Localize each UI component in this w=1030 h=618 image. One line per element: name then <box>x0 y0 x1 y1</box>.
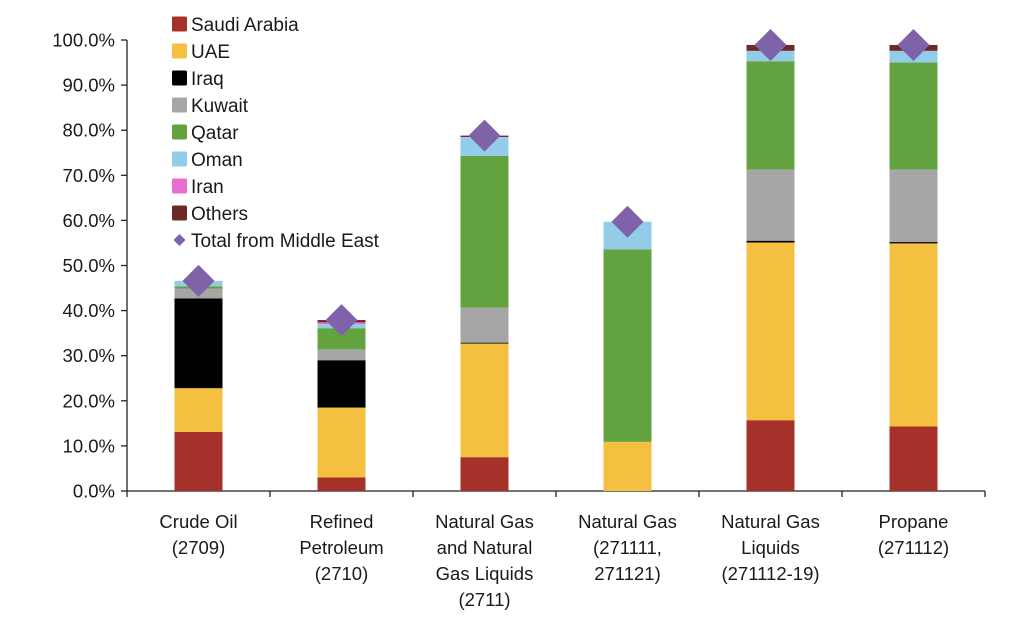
bar-segment-kuwait <box>317 349 366 361</box>
legend-swatch <box>172 124 187 140</box>
y-tick-label: 50.0% <box>63 255 115 276</box>
legend-label: Oman <box>191 150 243 171</box>
legend-swatch <box>172 151 187 167</box>
y-tick-label: 20.0% <box>63 390 115 411</box>
x-tick-label: Natural Gas <box>721 511 820 532</box>
legend-swatch <box>172 205 187 221</box>
x-tick-label: 271121) <box>594 563 661 584</box>
bar-segment-iraq <box>889 242 938 244</box>
bar-segment-saudi-arabia <box>317 477 366 491</box>
x-tick-label: (2709) <box>172 537 225 558</box>
x-tick-label: Crude Oil <box>159 511 237 532</box>
x-tick-label: Natural Gas <box>435 511 534 532</box>
y-tick-label: 80.0% <box>63 120 115 141</box>
bar-segment-saudi-arabia <box>174 431 223 491</box>
bar-segment-qatar <box>460 155 509 308</box>
bar-segment-kuwait <box>889 169 938 243</box>
bar-segment-uae <box>317 407 366 478</box>
x-tick-label: Petroleum <box>299 537 383 558</box>
y-tick-label: 60.0% <box>63 210 115 231</box>
legend-swatch <box>172 16 187 32</box>
legend-label: Iran <box>191 177 224 198</box>
x-tick-label: Propane <box>879 511 949 532</box>
total-marker-diamond <box>325 304 358 337</box>
bar-segment-iraq <box>460 342 509 344</box>
legend-swatch <box>172 43 187 59</box>
x-tick-label: Liquids <box>741 537 800 558</box>
bar-segment-qatar <box>746 61 795 170</box>
legend-label: Qatar <box>191 123 239 144</box>
bar-segment-saudi-arabia <box>460 457 509 491</box>
x-tick-label: (2710) <box>315 563 368 584</box>
x-tick-label: Refined <box>310 511 374 532</box>
legend-label: Kuwait <box>191 96 249 117</box>
legend-label: Iraq <box>191 69 224 90</box>
bar-segment-uae <box>603 441 652 491</box>
bar-segment-qatar <box>603 249 652 442</box>
legend-swatch <box>172 70 187 86</box>
bar-segment-saudi-arabia <box>889 426 938 491</box>
bar-segment-qatar <box>317 328 366 350</box>
x-tick-label: Natural Gas <box>578 511 677 532</box>
total-marker-diamond <box>754 28 787 61</box>
legend-label: UAE <box>191 42 230 63</box>
y-tick-label: 0.0% <box>73 481 115 502</box>
bar-segment-uae <box>174 388 223 432</box>
legend-label: Saudi Arabia <box>191 15 299 36</box>
y-tick-label: 10.0% <box>63 435 115 456</box>
total-marker-diamond <box>468 119 501 152</box>
legend-label: Others <box>191 204 248 225</box>
x-tick-label: and Natural <box>437 537 533 558</box>
bar-segment-uae <box>889 243 938 427</box>
total-marker-diamond <box>182 264 215 297</box>
total-marker-diamond <box>897 28 930 61</box>
y-tick-label: 30.0% <box>63 345 115 366</box>
legend-label: Total from Middle East <box>191 231 380 252</box>
x-tick-label: (271112) <box>878 537 949 558</box>
x-tick-label: (2711) <box>458 589 510 610</box>
y-tick-label: 90.0% <box>63 75 115 96</box>
bar-segment-saudi-arabia <box>746 420 795 491</box>
y-tick-label: 70.0% <box>63 165 115 186</box>
bar-segment-kuwait <box>460 307 509 343</box>
legend-swatch <box>172 97 187 113</box>
x-tick-label: (271112-19) <box>721 563 819 584</box>
bar-segment-iraq <box>746 240 795 243</box>
total-marker-diamond <box>611 205 644 238</box>
x-tick-label: Gas Liquids <box>436 563 534 584</box>
bar-segment-iraq <box>174 298 223 389</box>
bar-segment-uae <box>460 343 509 458</box>
x-tick-label: (271111, <box>593 537 662 558</box>
bar-segment-iraq <box>317 360 366 408</box>
y-tick-label: 40.0% <box>63 300 115 321</box>
legend-swatch <box>172 178 187 194</box>
bar-segment-uae <box>746 242 795 421</box>
bar-segment-kuwait <box>746 169 795 241</box>
bar-segment-qatar <box>889 62 938 170</box>
legend-swatch-diamond <box>173 234 186 246</box>
y-tick-label: 100.0% <box>52 30 115 51</box>
